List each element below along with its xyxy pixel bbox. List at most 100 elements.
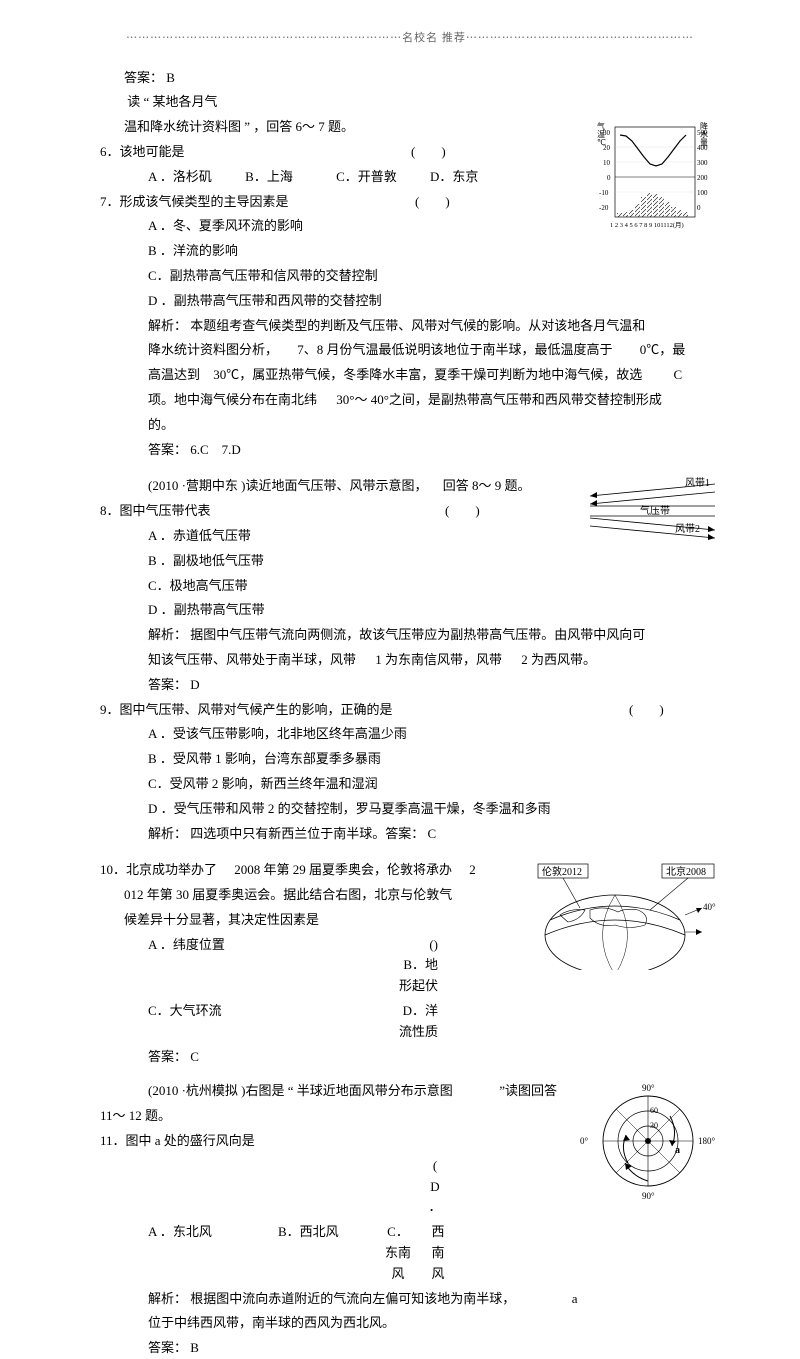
- t: 7、8 月份气温最低说明该地位于南半球，最低温度高于: [297, 342, 612, 357]
- q10-row-ab: A ．纬度位置 () B．地形起伏: [100, 935, 522, 997]
- t: 南: [431, 1245, 444, 1260]
- svg-text:30: 30: [650, 1121, 658, 1130]
- q6-paren: ( ): [411, 144, 446, 159]
- intro-6-line1: 读 “ 某地各月气: [100, 92, 720, 113]
- svg-text:伦敦2012: 伦敦2012: [542, 865, 582, 878]
- t: 形起伏: [399, 978, 438, 993]
- q10-answer: 答案： C: [100, 1047, 720, 1068]
- q9-opt-b: B ．受风带 1 影响，台湾东部夏季多暴雨: [100, 749, 720, 770]
- t: 流性质: [399, 1024, 438, 1039]
- svg-text:90°: 90°: [642, 1083, 655, 1093]
- svg-text:1 2 3 4 5 6 7 8 9 101112(月): 1 2 3 4 5 6 7 8 9 101112(月): [610, 221, 684, 229]
- svg-text:30: 30: [603, 129, 611, 137]
- t: a: [572, 1291, 578, 1306]
- t: (2010 ·营期中东 )读近地面气压带、风带示意图，: [148, 478, 428, 493]
- svg-text:气压带: 气压带: [640, 504, 670, 517]
- q10-opt-d: D．洋: [403, 1003, 438, 1018]
- q11-answer: 答案： B: [100, 1338, 720, 1359]
- t: 回答 8～ 9 题。: [443, 478, 531, 493]
- q10-opt-a: A ．纬度位置: [148, 937, 225, 952]
- t: (: [433, 1158, 437, 1173]
- q11-opt-a: A ．东北风: [148, 1224, 212, 1239]
- q8-exp1: 解析： 据图中气压带气流向两侧流，故该气压带应为副热带高气压带。由风带中风向可: [100, 625, 720, 646]
- svg-text:0: 0: [697, 204, 701, 212]
- polar-wind-figure: 90° 0° 180° 90° 60 30 a: [580, 1081, 720, 1208]
- q7-paren: ( ): [415, 194, 450, 209]
- t: 项。地中海气候分布在南北纬: [148, 392, 317, 407]
- t: C: [674, 367, 683, 382]
- q11-opt-d-letter: D: [430, 1179, 439, 1194]
- wind-belt-diagram: 风带1 气压带 风带2: [585, 476, 720, 551]
- q10-paren: (): [429, 937, 438, 952]
- t: 2008 年第 29 届夏季奥会，伦敦将承办: [234, 862, 452, 877]
- t: ”读图回答: [499, 1083, 557, 1098]
- q9-opt-a: A ．受该气压带影响，北非地区终年高温少雨: [100, 724, 720, 745]
- q8-opt-d: D ．副热带高气压带: [100, 600, 720, 621]
- t: 西: [431, 1224, 444, 1239]
- t: 0℃，最: [640, 342, 686, 357]
- q9-opt-d: D ．受气压带和风带 2 的交替控制，罗马夏季高温干燥，冬季温和多雨: [100, 799, 720, 820]
- q9-stem: 9．图中气压带、风带对气候产生的影响，正确的是: [100, 702, 393, 717]
- t: 30°～ 40°之间，是副热带高气压带和西风带交替控制形成: [336, 392, 662, 407]
- q7-answer: 答案： 6.C 7.D: [100, 440, 720, 461]
- svg-text:0°: 0°: [580, 1136, 589, 1146]
- q6-opt-a: A ．洛杉矶: [148, 169, 212, 184]
- q11-opts-row: A ．东北风 B．西北风 C．东南风 西南风: [100, 1222, 720, 1284]
- text: 读 “ 某地各月气: [127, 94, 217, 109]
- t: 1 为东南信风带，风带: [375, 652, 502, 667]
- t: 11．图中 a 处的盛行风向是: [100, 1133, 255, 1148]
- globe-figure: 伦敦2012 北京2008 40°: [530, 860, 720, 977]
- answer-5: 答案： B: [100, 68, 720, 89]
- q10-opt-b: B．地: [403, 957, 438, 972]
- t: 2 为西风带。: [521, 652, 596, 667]
- svg-text:180°: 180°: [698, 1136, 716, 1146]
- q7-exp1: 解析： 本题组考查气候类型的判断及气压带、风带对气候的影响。从对该地各月气温和: [100, 316, 720, 337]
- q11-paren-d: ( D ．: [100, 1156, 572, 1218]
- q7-stem: 7．形成该气候类型的主导因素是: [100, 194, 289, 209]
- q6-stem: 6．该地可能是: [100, 144, 185, 159]
- q8-opt-c: C．极地高气压带: [100, 576, 720, 597]
- t: 东南: [385, 1245, 411, 1260]
- t: (2010 ·杭州模拟 )右图是 “ 半球近地面风带分布示意图: [148, 1083, 453, 1098]
- t: 知该气压带、风带处于南半球，风带: [148, 652, 356, 667]
- q8-exp2: 知该气压带、风带处于南半球，风带 1 为东南信风带，风带 2 为西风带。: [100, 650, 720, 671]
- t: 高温达到: [148, 367, 200, 382]
- svg-text:-20: -20: [599, 204, 609, 212]
- q7-opt-c: C．副热带高气压带和信风带的交替控制: [100, 266, 720, 287]
- q10-row-cd: C．大气环流 D．洋流性质: [100, 1001, 720, 1043]
- q11-opt-c: C．: [387, 1224, 409, 1239]
- t: 风: [391, 1266, 404, 1281]
- climate-chart: 气温℃ 降水量 30 20 10 0 -10 -20 500 400 300 2…: [590, 117, 720, 244]
- q10-opt-c: C．大气环流: [148, 1003, 222, 1018]
- q7-exp2: 降水统计资料图分析， 7、8 月份气温最低说明该地位于南半球，最低温度高于 0℃…: [100, 340, 720, 361]
- q6-opt-d: D．东京: [430, 169, 478, 184]
- q7-exp3: 高温达到 30℃，属亚热带气候，冬季降水丰富，夏季干燥可判断为地中海气候，故选 …: [100, 365, 720, 386]
- q9-paren: ( ): [629, 702, 664, 717]
- q7-exp4: 项。地中海气候分布在南北纬 30°～ 40°之间，是副热带高气压带和西风带交替控…: [100, 390, 720, 411]
- svg-text:90°: 90°: [642, 1191, 655, 1201]
- q11-exp2: 位于中纬西风带，南半球的西风为西北风。: [100, 1313, 720, 1334]
- q8-stem: 8．图中气压带代表: [100, 503, 211, 518]
- t: 10．北京成功举办了: [100, 862, 217, 877]
- svg-text:200: 200: [697, 174, 708, 182]
- svg-text:40°: 40°: [703, 902, 716, 912]
- svg-text:风带1: 风带1: [685, 477, 710, 489]
- page-header: ⋯⋯⋯⋯⋯⋯⋯⋯⋯⋯⋯⋯⋯⋯⋯⋯⋯⋯⋯⋯⋯⋯⋯名校名 推荐⋯⋯⋯⋯⋯⋯⋯⋯⋯⋯⋯…: [100, 30, 720, 48]
- t: ．: [428, 1199, 441, 1214]
- q11-exp1: 解析： 根据图中流向赤道附近的气流向左偏可知该地为南半球， a: [100, 1289, 720, 1310]
- svg-text:300: 300: [697, 159, 708, 167]
- svg-text:北京2008: 北京2008: [666, 865, 706, 878]
- t: 候差异十分显著，其决定性因素是: [124, 912, 319, 927]
- svg-text:400: 400: [697, 144, 708, 152]
- q7-exp5: 的。: [100, 415, 720, 436]
- q9-exp: 解析： 四选项中只有新西兰位于南半球。答案： C: [100, 824, 720, 845]
- svg-text:60: 60: [650, 1106, 658, 1115]
- q8-answer: 答案： D: [100, 675, 720, 696]
- q8-opt-b: B ．副极地低气压带: [100, 551, 720, 572]
- svg-text:20: 20: [603, 144, 611, 152]
- t: 降水统计资料图分析，: [148, 342, 278, 357]
- q11-opt-b: B．西北风: [278, 1224, 339, 1239]
- q7-opt-b: B ．洋流的影响: [100, 241, 720, 262]
- q8-paren: ( ): [445, 503, 480, 518]
- t: 2: [469, 862, 476, 877]
